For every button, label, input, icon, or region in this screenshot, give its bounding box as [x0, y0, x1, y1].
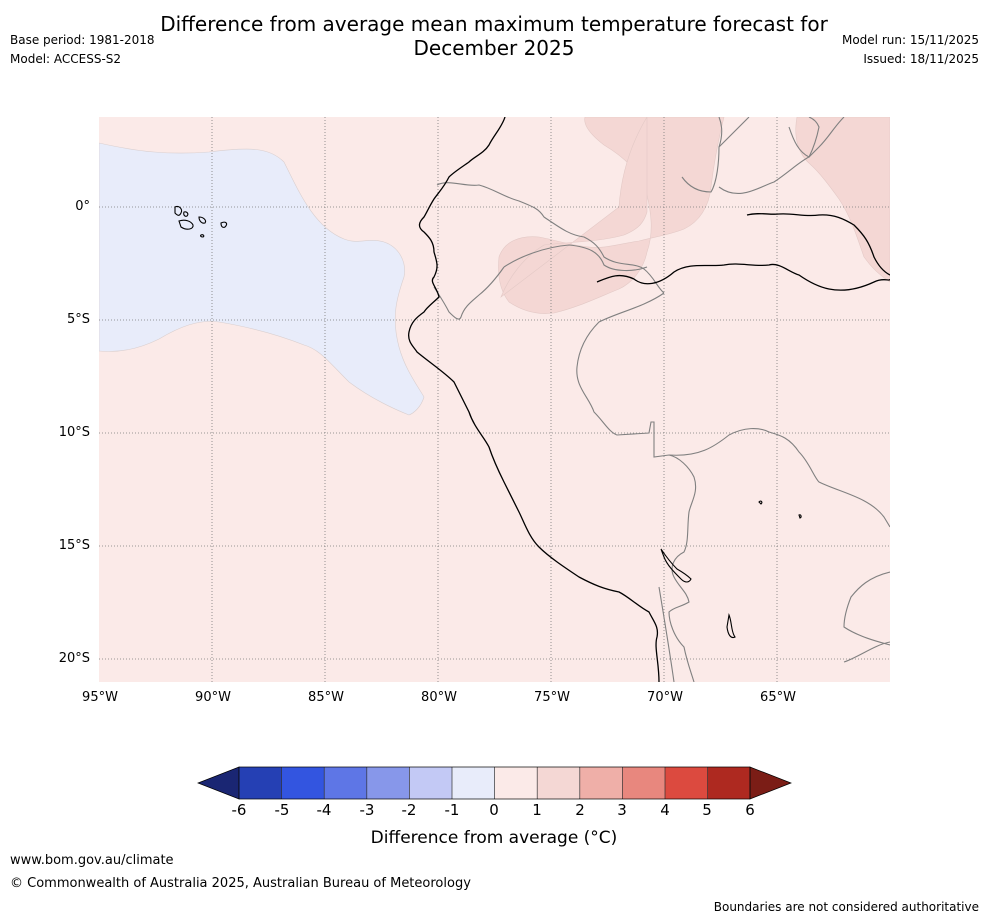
- base-period: Base period: 1981-2018: [10, 33, 155, 47]
- border-bolivia-south: [843, 571, 890, 646]
- lat-label-15s: 15°S: [58, 538, 90, 553]
- lon-label-70w: 70°W: [647, 690, 683, 705]
- issued-date: Issued: 18/11/2025: [863, 52, 979, 66]
- colorbar-frame: [238, 766, 751, 800]
- map-plot: [99, 117, 890, 682]
- colorbar-tick-neg1: -1: [444, 801, 460, 819]
- colorbar-bin-2: [281, 767, 325, 799]
- cool-anomaly-region: [99, 142, 425, 416]
- graticule: [99, 117, 890, 682]
- colorbar-bin-12: [707, 767, 750, 799]
- title-line-1: Difference from average mean maximum tem…: [160, 12, 828, 36]
- colorbar-tick-neg2: -2: [401, 801, 417, 819]
- border-peru-colombia: [503, 244, 648, 272]
- border-colombia-venezuela: [718, 117, 750, 148]
- lat-label-10s: 10°S: [58, 425, 90, 440]
- colorbar-bin-4: [366, 767, 410, 799]
- border-chile-bolivia: [658, 586, 675, 682]
- colorbar-tick-neg4: -4: [316, 801, 332, 819]
- lat-label-20s: 20°S: [58, 651, 90, 666]
- colorbar-tick-neg6: -6: [231, 801, 247, 819]
- lat-label-0: 0°: [75, 199, 90, 214]
- warm-anomaly-region-north: [498, 117, 725, 314]
- warm-anomaly-region-south: [500, 117, 648, 298]
- lon-label-85w: 85°W: [308, 690, 344, 705]
- border-venezuela-brazil: [681, 117, 723, 193]
- boundary-disclaimer: Boundaries are not considered authoritat…: [713, 900, 979, 914]
- colorbar-bin-10: [622, 767, 665, 799]
- colorbar-arrow-low: [197, 766, 240, 800]
- bom-url[interactable]: www.bom.gov.au/climate: [10, 853, 174, 868]
- galapagos-islands: [174, 205, 228, 238]
- country-borders: [433, 117, 890, 682]
- colorbar-tick-4: 4: [660, 801, 670, 819]
- colorbar-bin-6: [452, 767, 495, 799]
- colorbar-tick-5: 5: [702, 801, 712, 819]
- border-colombia-ecuador-peru: [436, 182, 665, 294]
- colorbar-tick-6: 6: [745, 801, 755, 819]
- border-peru-brazil: [576, 292, 697, 682]
- border-brazil-north: [718, 117, 845, 195]
- colorbar-bin-11: [665, 767, 708, 799]
- model-run: Model run: 15/11/2025: [841, 33, 979, 47]
- orinoco-river: [746, 212, 890, 276]
- colorbar-title: Difference from average (°C): [370, 828, 618, 848]
- coastlines: [174, 117, 890, 682]
- colorbar-tick-3: 3: [617, 801, 627, 819]
- lon-label-95w: 95°W: [82, 690, 118, 705]
- amazon-river: [596, 263, 890, 291]
- south-america-pacific-coast: [407, 117, 660, 682]
- colorbar-bin-3: [324, 767, 367, 799]
- lon-label-75w: 75°W: [534, 690, 570, 705]
- copyright-notice: © Commonwealth of Australia 2025, Austra…: [10, 876, 471, 891]
- title-line-2: December 2025: [413, 36, 575, 60]
- lon-label-90w: 90°W: [195, 690, 231, 705]
- lon-label-65w: 65°W: [760, 690, 796, 705]
- colorbar-bin-9: [579, 767, 623, 799]
- colorbar-tick-neg5: -5: [274, 801, 290, 819]
- lat-label-5s: 5°S: [66, 312, 90, 327]
- colorbar-tick-0: 0: [489, 801, 499, 819]
- border-argentina: [843, 641, 890, 663]
- lon-label-80w: 80°W: [421, 690, 457, 705]
- colorbar: [197, 766, 792, 800]
- model-name: Model: ACCESS-S2: [10, 52, 122, 66]
- map-title: Difference from average mean maximum tem…: [0, 12, 988, 60]
- colorbar-bin-7: [494, 767, 538, 799]
- colorbar-bin-5: [409, 767, 452, 799]
- colorbar-tick-neg3: -3: [359, 801, 375, 819]
- colorbar-bin-1: [239, 767, 282, 799]
- lakes: [660, 500, 802, 639]
- colorbar-bin-8: [537, 767, 580, 799]
- colorbar-arrow-high: [749, 766, 792, 800]
- border-guyana: [788, 117, 820, 158]
- colorbar-tick-2: 2: [575, 801, 585, 819]
- colorbar-tick-1: 1: [532, 801, 542, 819]
- border-brazil-bolivia: [668, 428, 890, 528]
- border-ecuador-peru: [433, 266, 505, 320]
